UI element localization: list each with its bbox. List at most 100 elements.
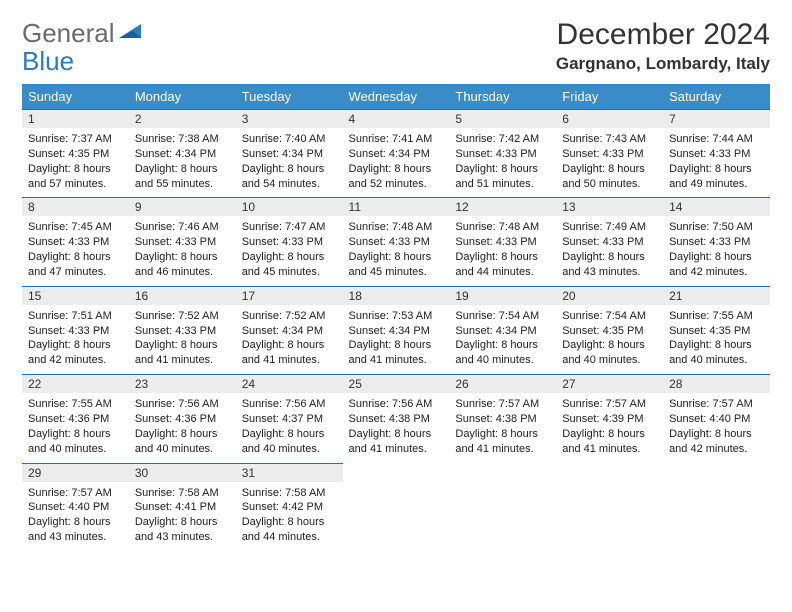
sunrise-line: Sunrise: 7:57 AM	[669, 397, 764, 412]
sunrise-line: Sunrise: 7:52 AM	[242, 309, 337, 324]
daylight-line: Daylight: 8 hours and 40 minutes.	[455, 338, 550, 368]
sunset-line: Sunset: 4:40 PM	[669, 412, 764, 427]
calendar-table: Sunday Monday Tuesday Wednesday Thursday…	[22, 84, 770, 551]
calendar-day-cell	[449, 463, 556, 551]
sunset-line: Sunset: 4:36 PM	[135, 412, 230, 427]
sunset-line: Sunset: 4:36 PM	[28, 412, 123, 427]
calendar-day-cell: 5Sunrise: 7:42 AMSunset: 4:33 PMDaylight…	[449, 109, 556, 197]
calendar-day-cell: 26Sunrise: 7:57 AMSunset: 4:38 PMDayligh…	[449, 374, 556, 462]
day-details: Sunrise: 7:38 AMSunset: 4:34 PMDaylight:…	[129, 128, 236, 197]
daylight-line: Daylight: 8 hours and 41 minutes.	[242, 338, 337, 368]
sunset-line: Sunset: 4:33 PM	[349, 235, 444, 250]
logo: General	[22, 18, 147, 49]
day-number: 2	[129, 109, 236, 128]
daylight-line: Daylight: 8 hours and 51 minutes.	[455, 162, 550, 192]
daylight-line: Daylight: 8 hours and 41 minutes.	[135, 338, 230, 368]
calendar-day-cell	[343, 463, 450, 551]
sunset-line: Sunset: 4:33 PM	[669, 147, 764, 162]
sunset-line: Sunset: 4:33 PM	[669, 235, 764, 250]
calendar-day-cell: 10Sunrise: 7:47 AMSunset: 4:33 PMDayligh…	[236, 197, 343, 285]
sunrise-line: Sunrise: 7:57 AM	[455, 397, 550, 412]
day-number: 4	[343, 109, 450, 128]
sunset-line: Sunset: 4:35 PM	[28, 147, 123, 162]
sunset-line: Sunset: 4:35 PM	[669, 324, 764, 339]
day-details: Sunrise: 7:57 AMSunset: 4:39 PMDaylight:…	[556, 393, 663, 462]
day-number: 26	[449, 374, 556, 393]
day-details: Sunrise: 7:55 AMSunset: 4:36 PMDaylight:…	[22, 393, 129, 462]
calendar-day-cell: 23Sunrise: 7:56 AMSunset: 4:36 PMDayligh…	[129, 374, 236, 462]
daylight-line: Daylight: 8 hours and 44 minutes.	[455, 250, 550, 280]
day-number: 30	[129, 463, 236, 482]
sunrise-line: Sunrise: 7:38 AM	[135, 132, 230, 147]
day-details: Sunrise: 7:42 AMSunset: 4:33 PMDaylight:…	[449, 128, 556, 197]
sunrise-line: Sunrise: 7:46 AM	[135, 220, 230, 235]
sunrise-line: Sunrise: 7:58 AM	[242, 486, 337, 501]
sunset-line: Sunset: 4:33 PM	[242, 235, 337, 250]
day-number: 1	[22, 109, 129, 128]
calendar-day-cell: 17Sunrise: 7:52 AMSunset: 4:34 PMDayligh…	[236, 286, 343, 374]
daylight-line: Daylight: 8 hours and 42 minutes.	[28, 338, 123, 368]
sunrise-line: Sunrise: 7:37 AM	[28, 132, 123, 147]
sunrise-line: Sunrise: 7:55 AM	[669, 309, 764, 324]
sunrise-line: Sunrise: 7:57 AM	[562, 397, 657, 412]
calendar-day-cell: 28Sunrise: 7:57 AMSunset: 4:40 PMDayligh…	[663, 374, 770, 462]
day-details: Sunrise: 7:57 AMSunset: 4:40 PMDaylight:…	[663, 393, 770, 462]
daylight-line: Daylight: 8 hours and 43 minutes.	[28, 515, 123, 545]
daylight-line: Daylight: 8 hours and 57 minutes.	[28, 162, 123, 192]
daylight-line: Daylight: 8 hours and 43 minutes.	[135, 515, 230, 545]
day-details: Sunrise: 7:48 AMSunset: 4:33 PMDaylight:…	[343, 216, 450, 285]
day-details: Sunrise: 7:41 AMSunset: 4:34 PMDaylight:…	[343, 128, 450, 197]
calendar-week-row: 1Sunrise: 7:37 AMSunset: 4:35 PMDaylight…	[22, 109, 770, 197]
day-details: Sunrise: 7:56 AMSunset: 4:38 PMDaylight:…	[343, 393, 450, 462]
daylight-line: Daylight: 8 hours and 42 minutes.	[669, 250, 764, 280]
calendar-week-row: 8Sunrise: 7:45 AMSunset: 4:33 PMDaylight…	[22, 197, 770, 285]
daylight-line: Daylight: 8 hours and 52 minutes.	[349, 162, 444, 192]
calendar-week-row: 15Sunrise: 7:51 AMSunset: 4:33 PMDayligh…	[22, 286, 770, 374]
day-number: 24	[236, 374, 343, 393]
daylight-line: Daylight: 8 hours and 40 minutes.	[562, 338, 657, 368]
logo-text-blue: Blue	[22, 46, 74, 76]
daylight-line: Daylight: 8 hours and 40 minutes.	[135, 427, 230, 457]
sunset-line: Sunset: 4:40 PM	[28, 500, 123, 515]
day-details: Sunrise: 7:44 AMSunset: 4:33 PMDaylight:…	[663, 128, 770, 197]
calendar-day-cell: 21Sunrise: 7:55 AMSunset: 4:35 PMDayligh…	[663, 286, 770, 374]
sunrise-line: Sunrise: 7:40 AM	[242, 132, 337, 147]
title-block: December 2024 Gargnano, Lombardy, Italy	[556, 18, 770, 74]
day-details: Sunrise: 7:55 AMSunset: 4:35 PMDaylight:…	[663, 305, 770, 374]
calendar-day-cell: 15Sunrise: 7:51 AMSunset: 4:33 PMDayligh…	[22, 286, 129, 374]
calendar-day-cell: 16Sunrise: 7:52 AMSunset: 4:33 PMDayligh…	[129, 286, 236, 374]
calendar-day-cell: 22Sunrise: 7:55 AMSunset: 4:36 PMDayligh…	[22, 374, 129, 462]
day-number: 13	[556, 197, 663, 216]
sunset-line: Sunset: 4:35 PM	[562, 324, 657, 339]
sunset-line: Sunset: 4:39 PM	[562, 412, 657, 427]
sunset-line: Sunset: 4:34 PM	[349, 147, 444, 162]
weekday-header: Thursday	[449, 84, 556, 109]
daylight-line: Daylight: 8 hours and 45 minutes.	[349, 250, 444, 280]
daylight-line: Daylight: 8 hours and 41 minutes.	[562, 427, 657, 457]
daylight-line: Daylight: 8 hours and 40 minutes.	[242, 427, 337, 457]
daylight-line: Daylight: 8 hours and 44 minutes.	[242, 515, 337, 545]
sunrise-line: Sunrise: 7:54 AM	[455, 309, 550, 324]
sunrise-line: Sunrise: 7:45 AM	[28, 220, 123, 235]
daylight-line: Daylight: 8 hours and 40 minutes.	[28, 427, 123, 457]
daylight-line: Daylight: 8 hours and 49 minutes.	[669, 162, 764, 192]
calendar-day-cell: 24Sunrise: 7:56 AMSunset: 4:37 PMDayligh…	[236, 374, 343, 462]
day-number: 23	[129, 374, 236, 393]
weekday-header: Monday	[129, 84, 236, 109]
logo-text-general: General	[22, 18, 115, 49]
calendar-day-cell: 31Sunrise: 7:58 AMSunset: 4:42 PMDayligh…	[236, 463, 343, 551]
sunrise-line: Sunrise: 7:50 AM	[669, 220, 764, 235]
sunset-line: Sunset: 4:38 PM	[455, 412, 550, 427]
sunrise-line: Sunrise: 7:48 AM	[349, 220, 444, 235]
sunrise-line: Sunrise: 7:42 AM	[455, 132, 550, 147]
location: Gargnano, Lombardy, Italy	[556, 54, 770, 74]
calendar-day-cell: 2Sunrise: 7:38 AMSunset: 4:34 PMDaylight…	[129, 109, 236, 197]
sunrise-line: Sunrise: 7:49 AM	[562, 220, 657, 235]
calendar-week-row: 22Sunrise: 7:55 AMSunset: 4:36 PMDayligh…	[22, 374, 770, 462]
daylight-line: Daylight: 8 hours and 50 minutes.	[562, 162, 657, 192]
daylight-line: Daylight: 8 hours and 54 minutes.	[242, 162, 337, 192]
daylight-line: Daylight: 8 hours and 43 minutes.	[562, 250, 657, 280]
daylight-line: Daylight: 8 hours and 42 minutes.	[669, 427, 764, 457]
daylight-line: Daylight: 8 hours and 41 minutes.	[349, 338, 444, 368]
weekday-header: Friday	[556, 84, 663, 109]
